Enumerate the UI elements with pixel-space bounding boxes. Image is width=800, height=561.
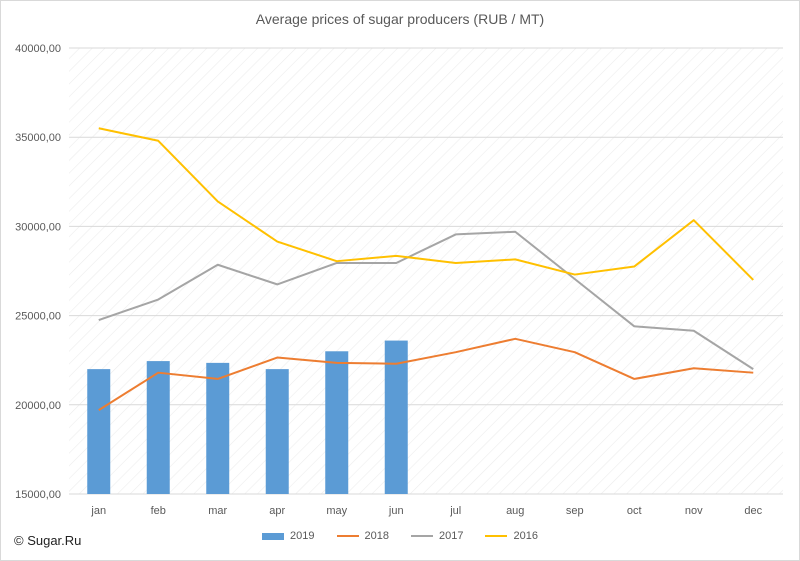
series-line-2016 xyxy=(98,127,754,281)
bar xyxy=(87,369,111,494)
y-tick-label: 20000,00 xyxy=(15,400,61,412)
x-tick-label: oct xyxy=(627,505,642,517)
bar xyxy=(265,369,289,494)
copyright-text: © Sugar.Ru xyxy=(14,533,82,548)
legend-label: 2016 xyxy=(513,530,538,542)
x-tick-label: mar xyxy=(208,505,227,517)
x-tick-label: jul xyxy=(449,505,461,517)
bar xyxy=(325,351,349,494)
legend-label: 2018 xyxy=(364,530,389,542)
bar xyxy=(146,361,170,494)
y-tick-label: 40000,00 xyxy=(15,43,61,55)
legend-item: 2019 xyxy=(262,530,315,542)
x-tick-label: sep xyxy=(566,505,584,517)
x-tick-label: may xyxy=(326,505,347,517)
legend-swatch xyxy=(262,532,285,540)
bar xyxy=(206,362,230,494)
x-tick-label: dec xyxy=(744,505,762,517)
x-tick-label: aug xyxy=(506,505,524,517)
y-tick-label: 30000,00 xyxy=(15,221,61,233)
legend-item: 2017 xyxy=(411,530,463,542)
legend-item: 2018 xyxy=(336,530,389,542)
plot-area xyxy=(69,48,783,494)
legend-swatch xyxy=(485,535,508,537)
bar xyxy=(384,340,408,494)
x-tick-label: jan xyxy=(90,505,106,517)
chart-title: Average prices of sugar producers (RUB /… xyxy=(255,11,545,27)
legend-swatch xyxy=(411,535,433,537)
y-tick-label: 25000,00 xyxy=(15,311,61,323)
x-tick-label: feb xyxy=(151,505,166,517)
legend-label: 2019 xyxy=(290,530,315,542)
y-tick-label: 15000,00 xyxy=(15,489,61,501)
series-line-2018 xyxy=(98,337,754,411)
legend-item: 2016 xyxy=(485,530,538,542)
legend-swatch xyxy=(336,535,359,537)
x-tick-label: jun xyxy=(388,505,404,517)
x-tick-label: nov xyxy=(685,505,703,517)
x-tick-label: apr xyxy=(269,505,285,517)
legend-label: 2017 xyxy=(439,530,464,542)
series-line-2017 xyxy=(98,230,754,370)
chart-legend: 2019 2018 2017 2016 xyxy=(0,530,800,542)
y-tick-label: 35000,00 xyxy=(15,132,61,144)
